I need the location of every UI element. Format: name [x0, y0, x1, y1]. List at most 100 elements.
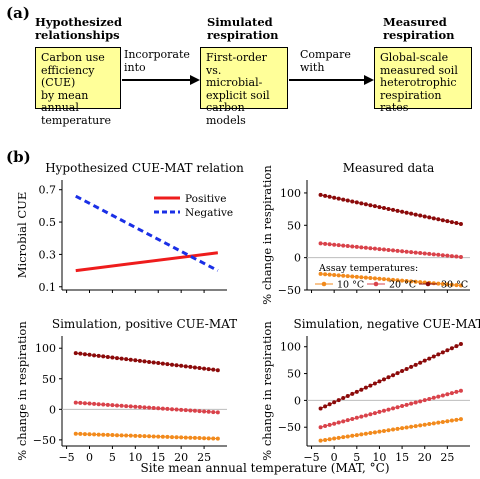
- chart2-point: [454, 283, 459, 288]
- chart4-point: [436, 394, 441, 399]
- stage2-box-line3: explicit soil: [206, 88, 270, 102]
- chart4-point: [454, 417, 459, 422]
- chart4-point: [372, 430, 377, 435]
- chart3-point: [73, 351, 78, 356]
- arrow2-label-line1: Compare: [300, 48, 351, 61]
- chart4-point: [422, 358, 427, 363]
- chart2-point: [422, 251, 427, 256]
- chart3-point: [119, 433, 124, 438]
- chart4-point: [404, 425, 409, 430]
- chart2-point: [413, 250, 418, 255]
- chart2-point: [409, 211, 414, 216]
- chart4-point: [427, 396, 432, 401]
- arrow1-label-line1: Incorporate: [124, 48, 190, 61]
- chart2-point: [336, 243, 341, 248]
- chart2-legend-title: Assay temperatures:: [318, 263, 418, 274]
- chart3-point: [188, 435, 193, 440]
- chart4-xtick-label: 15: [395, 451, 409, 464]
- chart2-point: [449, 220, 454, 225]
- chart4-point: [350, 416, 355, 421]
- chart4-point: [413, 400, 418, 405]
- chart2-point: [391, 248, 396, 253]
- chart2-point: [445, 253, 450, 258]
- chart2-point: [413, 212, 418, 217]
- chart2-point: [318, 241, 323, 246]
- chart4-point: [372, 411, 377, 416]
- chart4-point: [404, 402, 409, 407]
- chart4-point: [386, 375, 391, 380]
- stage3-box-line4: respiration rates: [380, 88, 442, 114]
- chart3-point: [128, 404, 133, 409]
- stage1-box-line3: by mean annual: [41, 88, 89, 114]
- chart4-point: [336, 398, 341, 403]
- chart4-point: [332, 400, 337, 405]
- chart2-point: [336, 196, 341, 201]
- stage3-box-line3: heterotrophic: [380, 76, 457, 89]
- chart2-point: [336, 273, 341, 278]
- chart4-point: [418, 360, 423, 365]
- chart2-point: [372, 204, 377, 209]
- chart4-ytick-label: −50: [278, 421, 301, 434]
- stage3-heading-line2: respiration: [383, 28, 455, 42]
- chart3-point: [151, 405, 156, 410]
- chart2-point: [372, 276, 377, 281]
- chart2-point: [359, 275, 364, 280]
- chart2-point: [341, 273, 346, 278]
- chart4-point: [341, 419, 346, 424]
- chart4-point: [449, 418, 454, 423]
- chart2-legend-swatch-dot: [425, 281, 431, 287]
- chart4-point: [350, 391, 355, 396]
- chart4-point: [400, 426, 405, 431]
- chart4-point: [440, 419, 445, 424]
- chart3-ytick-label: 100: [35, 342, 56, 355]
- chart3-point: [197, 409, 202, 414]
- chart2-ytick-label: −50: [278, 284, 301, 297]
- chart2-point: [345, 274, 350, 279]
- chart3-point: [211, 436, 216, 441]
- chart2-point: [350, 274, 355, 279]
- chart3-ylabel: % change in respiration: [15, 321, 29, 461]
- chart4-point: [413, 424, 418, 429]
- chart3-point: [215, 368, 220, 373]
- chart3-xtick-label: 10: [128, 451, 142, 464]
- chart4-point: [427, 356, 432, 361]
- chart2-point: [458, 283, 463, 288]
- chart4-point: [409, 401, 414, 406]
- chart3-point: [110, 355, 115, 360]
- chart2-point: [418, 251, 423, 256]
- chart3-point: [160, 434, 165, 439]
- chart4-xtick-label: −5: [303, 451, 319, 464]
- chart4-point: [381, 408, 386, 413]
- chart3-point: [183, 364, 188, 369]
- chart3-point: [174, 435, 179, 440]
- chart1-legend-label: Positive: [185, 193, 226, 205]
- chart4-ytick-label: 50: [287, 368, 301, 381]
- chart2-point: [327, 242, 332, 247]
- chart3-point: [206, 409, 211, 414]
- chart4-point: [368, 431, 373, 436]
- chart3-point: [137, 358, 142, 363]
- chart2-point: [458, 222, 463, 226]
- chart3-point: [101, 432, 106, 437]
- chart3-point: [142, 359, 147, 364]
- chart2-point: [454, 254, 459, 259]
- chart4-point: [377, 409, 382, 414]
- chart3-point: [82, 432, 87, 437]
- chart3-point: [188, 364, 193, 369]
- chart3-point: [170, 407, 174, 412]
- chart3-point: [87, 401, 92, 406]
- stage1-heading-line1: Hypothesized: [35, 15, 122, 29]
- chart3-point: [142, 405, 147, 410]
- chart3-point: [215, 436, 220, 441]
- chart4-point: [422, 398, 427, 403]
- chart3-point: [206, 367, 211, 372]
- chart4-point: [418, 423, 423, 428]
- chart2-point: [418, 280, 423, 285]
- chart4-point: [318, 425, 323, 430]
- chart4-point: [431, 421, 436, 426]
- chart4-xtick-label: 20: [418, 451, 432, 464]
- chart2-point: [409, 279, 414, 284]
- chart4-point: [323, 424, 328, 429]
- chart3-point: [124, 433, 129, 438]
- chart3-point: [160, 406, 165, 411]
